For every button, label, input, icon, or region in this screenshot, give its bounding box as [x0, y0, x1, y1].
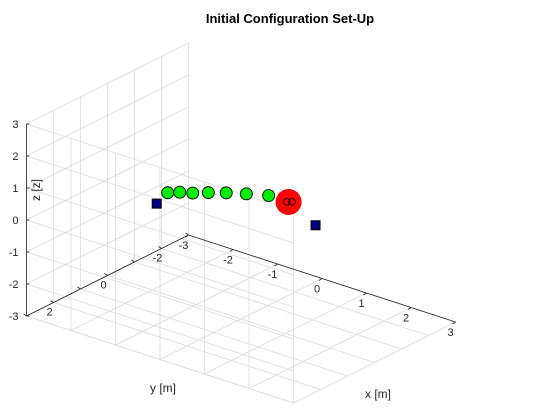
floor-gridline-x	[248, 307, 412, 389]
z-tick-label: -1	[9, 247, 19, 259]
y-tick-mark	[23, 313, 27, 317]
green-sphere-point	[262, 189, 276, 203]
tick-layer: -3 -3 -2 -2 -2 -1 -1 0 0 0 1 1 2 2 2 3 3	[9, 119, 456, 339]
floor-gridline-y	[107, 275, 375, 363]
wall-gridline-z	[26, 74, 189, 157]
small-open-circle-point	[283, 198, 291, 206]
x-tick-label: 1	[358, 298, 364, 310]
blue-square-point	[151, 198, 162, 209]
y-tick-label: 0	[100, 280, 106, 292]
data-layer	[151, 185, 321, 231]
x-tick-mark	[229, 249, 234, 252]
green-sphere-point	[173, 185, 187, 199]
green-sphere-point	[186, 186, 200, 200]
floor-gridline-y	[80, 288, 348, 377]
x-tick-label: 0	[314, 284, 320, 296]
x-tick-mark	[407, 307, 412, 310]
z-tick-label: 0	[12, 215, 18, 227]
x-tick-mark	[363, 292, 367, 296]
blue-square-point	[310, 220, 321, 231]
x-tick-mark	[452, 321, 456, 325]
z-tick-label: -3	[9, 311, 19, 323]
z-tick-label: 2	[12, 151, 18, 163]
x-tick-mark	[274, 263, 278, 267]
y-tick-mark	[131, 259, 135, 263]
green-sphere-point	[219, 186, 233, 200]
green-sphere-point	[239, 187, 253, 201]
floor-gridline-x	[204, 292, 367, 375]
x-axis-label: x [m]	[365, 387, 391, 401]
x-tick-label: -3	[179, 240, 189, 252]
small-open-circle-point	[288, 198, 296, 206]
x-tick-label: -1	[268, 269, 278, 281]
wall-gridline-z	[26, 42, 189, 125]
y-tick-mark	[158, 246, 162, 249]
z-tick-label: 3	[12, 119, 18, 131]
y-axis-label: y [m]	[150, 381, 176, 395]
y-tick-label: -2	[153, 253, 163, 265]
y-tick-mark	[77, 286, 81, 290]
x-tick-label: -2	[223, 255, 233, 267]
y-tick-mark	[104, 273, 108, 276]
x-tick-mark	[185, 234, 189, 238]
floor-gridline-x	[293, 321, 456, 404]
y-tick-mark	[185, 232, 189, 236]
chart-title: Initial Configuration Set-Up	[206, 11, 374, 26]
green-sphere-point	[201, 186, 215, 200]
z-tick-label: 1	[12, 183, 18, 195]
x-tick-label: 3	[447, 327, 453, 339]
floor-gridline-y	[53, 302, 321, 390]
y-tick-label: 2	[46, 307, 52, 319]
green-sphere-point	[161, 186, 175, 200]
z-axis-label: z [z]	[29, 179, 43, 201]
x-tick-mark	[318, 278, 323, 281]
z-tick-label: -2	[9, 279, 19, 291]
y-tick-mark	[50, 300, 54, 303]
grid-layer	[26, 42, 456, 404]
x-tick-label: 2	[403, 313, 409, 325]
